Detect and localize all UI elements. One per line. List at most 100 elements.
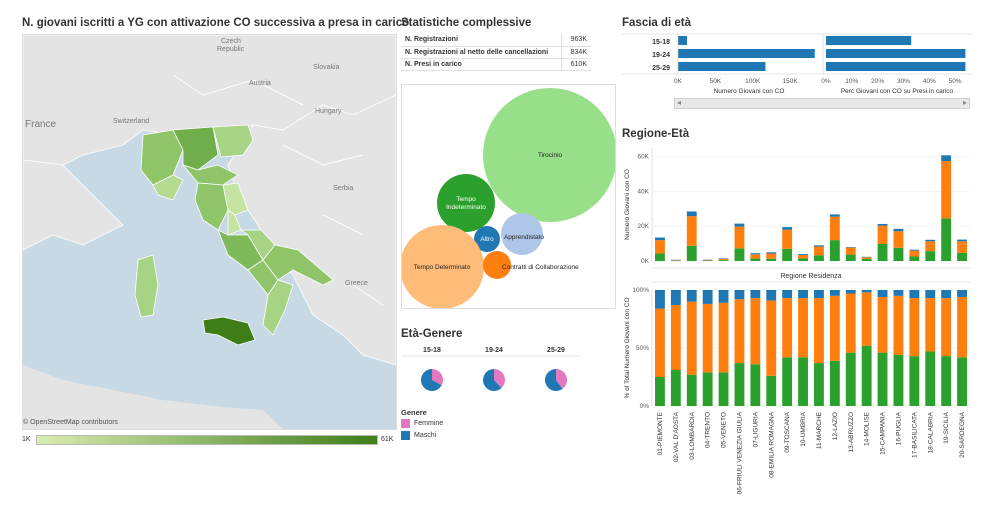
pie-slice-maschi [483,369,502,391]
pie-slice-femmine [556,369,567,389]
country-borders [172,74,384,306]
pie-slice-femmine [432,369,443,386]
region-bottom-bar-25-29 [941,356,952,406]
region-category-label: 16-PUGLIA [895,411,902,445]
region-bottom-bar-19-24 [670,305,681,371]
region-top-bar-15-18 [941,155,952,162]
region-category-label: 08-EMILIA ROMAGNA [768,411,775,477]
region-top-bar-15-18 [798,254,808,255]
fascia-right-tick: 10% [845,78,858,85]
region-top-bar-15-18 [734,223,745,227]
region-top-bar-15-18 [877,223,888,226]
region-top-bar-25-29 [655,253,665,261]
stats-row-label: N. Registrazioni al netto delle cancella… [401,46,562,59]
region-bottom-bar-15-18 [718,290,729,303]
region-bottom-bar-19-24 [877,296,888,353]
region-top-bar-15-18 [845,247,856,248]
region-bottom-bar-25-29 [734,363,745,406]
region-category-label: 13-ABRUZZO [848,412,855,452]
fascia-bar-count [678,62,766,71]
region-bottom-bar-15-18 [798,290,808,299]
region-top-bar-25-29 [750,258,761,261]
region-bottom-bar-15-18 [957,290,967,297]
region-bottom-bar-15-18 [750,290,761,299]
region-category-label: 05-VENETO [721,412,728,448]
country-label: France [25,119,57,130]
region-top-bar-19-24 [718,258,729,261]
region-bottom-bar-15-18 [702,290,713,304]
region-top-bar-25-29 [861,258,872,261]
legend-item-femmine[interactable]: Femmine [401,419,443,428]
region-top-ytick: 20K [637,223,649,230]
scroll-left-icon[interactable]: ◂ [677,98,682,107]
region-bottom-ytick: 0% [640,403,650,410]
region-top-bar-19-24 [893,231,904,248]
region-bottom-bar-25-29 [925,351,936,406]
bubble-label-contratti: Contratti di Collaborazione [502,264,579,271]
fascia-left-tick: 0K [674,78,683,85]
region-bottom-bar-25-29 [909,356,920,406]
map-container[interactable]: France Switzerland Czech Republic Slovakia Au… [22,34,397,430]
region-top-bar-15-18 [893,228,904,232]
region-top-bar-19-24 [686,216,697,246]
region-bottom-bar-19-24 [766,300,777,376]
stats-row-label: N. Registrazioni [401,34,562,47]
bubble-chart-container: Tirocinio Tempo Indeterminato Apprendistato… [400,84,617,309]
legend-item-maschi[interactable]: Maschi [401,431,443,440]
bubble-tempo-indeterminato [437,174,495,232]
bubble-label-tempo-indeterminato: Tempo [456,196,476,203]
region-bottom-bar-19-24 [655,308,665,377]
region-top-bar-25-29 [925,251,936,261]
legend-label-femmine: Femmine [414,420,444,427]
bubble-label-tempo-determinato: Tempo Determinato [414,264,471,271]
region-bottom-bar-15-18 [782,290,793,299]
region-bottom-bar-25-29 [957,357,967,406]
region-top-bar-25-29 [909,256,920,261]
region-bottom-bar-25-29 [829,360,840,406]
region-bottom-bar-15-18 [893,290,904,296]
region-top-bar-19-24 [829,216,840,241]
region-category-label: 03-LOMBARDIA [689,411,696,459]
region-category-label: 12-LAZIO [832,412,839,440]
region-top-bar-25-29 [782,248,793,261]
country-label: Austria [249,80,271,87]
fascia-bar-perc [826,49,966,58]
region-bottom-bar-19-24 [702,303,713,373]
region-top-bar-19-24 [925,241,936,252]
region-top-bar-15-18 [686,211,697,217]
fascia-left-xlabel: Numero Giovani con CO [714,88,785,95]
region-top-bar-15-18 [766,252,777,254]
country-label: Serbia [333,185,353,192]
region-top-bar-15-18 [750,253,761,255]
region-bottom-ylabel: % of Total Numero Giovani con CO [624,297,631,398]
stats-row: N. Registrazioni 963K [401,34,591,47]
region-veneto [212,124,254,158]
bubble-tempo-determinato [400,225,484,309]
stats-row-value: 610K [561,58,591,71]
fascia-left-tick: 150K [783,78,799,85]
region-top-bar-15-18 [829,214,840,217]
horizontal-scrollbar[interactable]: ◂ ▸ [674,98,970,109]
region-top-ylabel: Numero Giovani con CO [624,169,631,240]
bubble-label-tempo-indeterminato: Indeterminato [446,204,486,211]
fascia-category-label: 19-24 [652,52,670,59]
region-category-label: 06-FRIULI VENEZIA GIULIA [736,411,743,494]
fascia-bar-count [678,36,687,45]
region-bottom-bar-15-18 [845,290,856,294]
region-category-label: 04-TRENTO [705,412,712,448]
map-title: N. giovani iscritti a YG con attivazione… [22,17,410,29]
country-label: Czech [221,38,241,45]
region-bottom-bar-25-29 [798,357,808,406]
region-category-label: 19-SICILIA [943,411,950,443]
stats-row: N. Presi in carico 610K [401,58,591,71]
region-top-bar-19-24 [782,229,793,249]
fascia-title: Fascia di età [622,17,692,29]
region-top-bar-25-29 [766,258,777,261]
bubble-tirocinio [483,88,617,222]
scroll-right-icon[interactable]: ▸ [962,98,967,107]
region-bottom-bar-19-24 [750,298,761,365]
region-top-bar-19-24 [814,246,824,256]
region-top-bar-19-24 [750,254,761,259]
eta-genere-pies: 15-18 19-24 25-29 [401,347,581,391]
